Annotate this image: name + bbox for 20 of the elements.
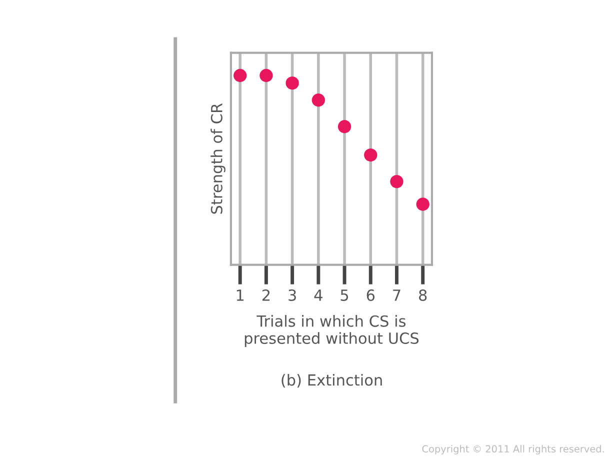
point [390,174,404,188]
point [234,68,247,82]
point [338,120,352,134]
x-tick-label: 3 [288,289,296,301]
x-tick-label: 7 [393,290,400,301]
text: Copyright © 2011 All rights reserved. [422,445,604,454]
x-axis-title: Trials in which CS is presented without UCS [244,315,419,347]
point [416,198,430,211]
x-tick-label: 5 [340,290,348,301]
x-tick-label: 8 [419,289,427,301]
point [312,94,325,107]
point [260,68,273,82]
x-tick-label: 4 [314,290,322,301]
y-axis-title: Strength of CR [210,103,226,214]
text: (b) Extinction [282,374,382,388]
point [286,76,299,90]
x-tick-label: 1 [236,290,244,301]
point [364,148,378,162]
x-tick-label: 2 [262,289,270,301]
x-tick-label: 6 [366,289,375,301]
